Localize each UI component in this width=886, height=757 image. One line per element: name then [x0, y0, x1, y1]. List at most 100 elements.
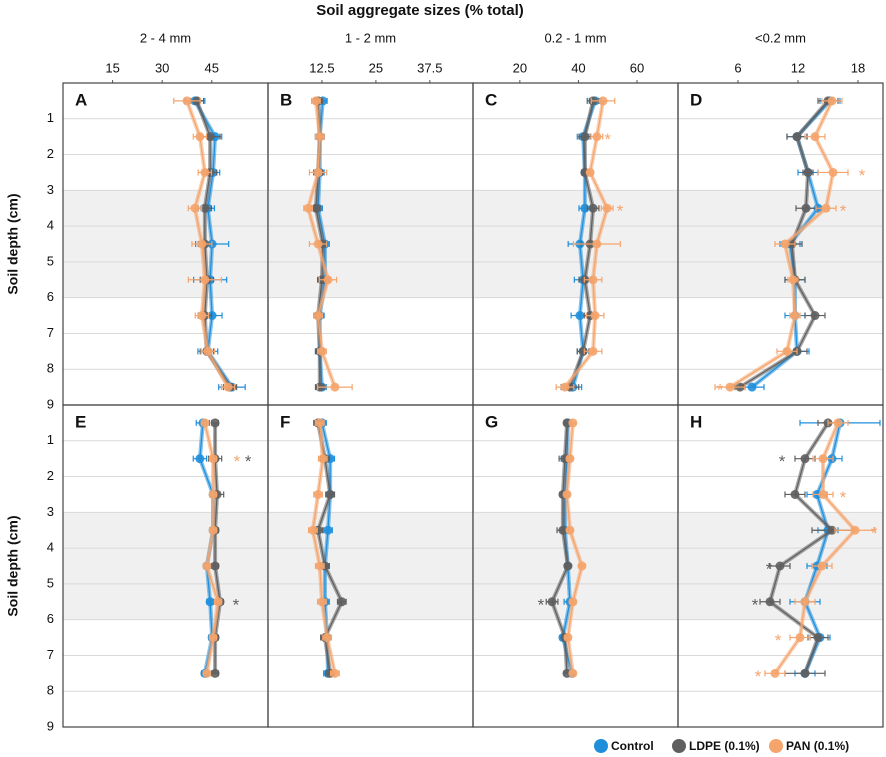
x-tick-label: 12.5 [309, 60, 334, 75]
data-point [182, 96, 192, 106]
data-point [315, 132, 325, 142]
data-point [803, 167, 813, 177]
y-tick-label: 6 [47, 289, 54, 304]
x-tick-label: 37.5 [417, 60, 442, 75]
significance-mark: * [604, 130, 611, 149]
data-point [200, 275, 210, 285]
data-point [558, 525, 568, 535]
data-point [323, 275, 333, 285]
column-header: 0.2 - 1 mm [544, 30, 606, 45]
data-point [810, 132, 820, 142]
data-point [330, 382, 340, 392]
legend-label: LDPE (0.1%) [689, 739, 760, 753]
data-point [565, 525, 575, 535]
legend-swatch [769, 739, 783, 753]
data-point [790, 489, 800, 499]
x-tick-label: 25 [369, 60, 383, 75]
data-point [810, 311, 820, 321]
y-tick-label: 5 [47, 575, 54, 590]
data-point [315, 561, 325, 571]
y-tick-label: 2 [47, 468, 54, 483]
data-point [827, 96, 837, 106]
column-header: 2 - 4 mm [140, 30, 191, 45]
x-tick-label: 18 [851, 60, 865, 75]
panel-label: D [690, 90, 702, 109]
data-point [311, 96, 321, 106]
significance-mark: * [755, 667, 762, 686]
data-point [313, 489, 323, 499]
data-point [770, 668, 780, 678]
x-tick-label: 20 [513, 60, 527, 75]
y-tick-label: 3 [47, 182, 54, 197]
significance-mark: * [840, 202, 847, 221]
data-point [580, 132, 590, 142]
data-point [585, 167, 595, 177]
data-point [800, 597, 810, 607]
legend-swatch [672, 739, 686, 753]
panel-label: E [75, 412, 86, 431]
data-point [202, 561, 212, 571]
panel-label: C [485, 90, 497, 109]
data-point [210, 418, 220, 428]
data-point [210, 561, 220, 571]
data-point [821, 203, 831, 213]
x-tick-label: 30 [155, 60, 169, 75]
data-point [208, 525, 218, 535]
data-point [317, 346, 327, 356]
x-tick-label: 15 [105, 60, 119, 75]
panel-label: G [485, 412, 498, 431]
panel-frame [677, 404, 884, 728]
data-point [850, 525, 860, 535]
data-point [308, 525, 318, 535]
data-point [311, 203, 321, 213]
y-tick-label: 7 [47, 647, 54, 662]
x-tick-label: 60 [630, 60, 644, 75]
y-tick-label: 8 [47, 361, 54, 376]
significance-mark: * [752, 595, 759, 614]
y-tick-label: 4 [47, 218, 54, 233]
data-point [590, 311, 600, 321]
data-point [562, 489, 572, 499]
data-point [337, 597, 347, 607]
series-line-core [312, 422, 336, 674]
data-point [322, 633, 332, 643]
significance-mark: * [245, 452, 252, 471]
data-point [833, 418, 843, 428]
data-point [792, 132, 802, 142]
series-line-core [551, 422, 569, 674]
data-point [568, 418, 578, 428]
data-point [775, 561, 785, 571]
data-point [313, 239, 323, 249]
shaded-band [268, 190, 473, 298]
data-point [197, 311, 207, 321]
data-point [800, 668, 810, 678]
significance-mark: * [766, 559, 773, 578]
data-point [197, 239, 207, 249]
panel-label: F [280, 412, 290, 431]
data-point [560, 382, 570, 392]
data-point [323, 525, 333, 535]
data-point [200, 167, 210, 177]
y-axis-label: Soil depth (cm) [5, 515, 21, 616]
y-tick-label: 9 [47, 718, 54, 733]
series-line-core [774, 422, 856, 674]
data-point [818, 489, 828, 499]
column-header: 1 - 2 mm [345, 30, 396, 45]
y-tick-label: 5 [47, 253, 54, 268]
data-point [817, 561, 827, 571]
data-point [563, 561, 573, 571]
data-point [602, 203, 612, 213]
data-point [568, 597, 578, 607]
data-point [592, 132, 602, 142]
column-header: <0.2 mm [755, 30, 806, 45]
data-point [800, 454, 810, 464]
data-point [547, 597, 557, 607]
data-point [313, 311, 323, 321]
data-point [223, 382, 233, 392]
significance-mark: * [840, 488, 847, 507]
data-point [303, 203, 313, 213]
data-point [318, 454, 328, 464]
y-tick-label: 9 [47, 396, 54, 411]
x-tick-label: 40 [571, 60, 585, 75]
